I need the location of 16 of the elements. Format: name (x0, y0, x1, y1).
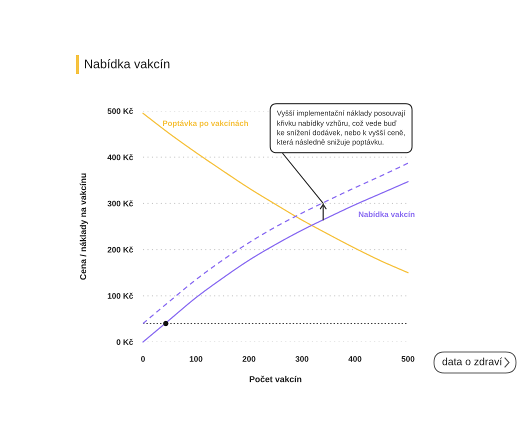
y-tick-label: 100 Kč (108, 292, 134, 299)
y-tick-label: 200 Kč (108, 246, 134, 253)
text: data o zdraví (442, 358, 502, 366)
x-tick-label: 400 (348, 356, 362, 362)
x-tick-label: 0 (141, 356, 145, 362)
x-axis-title: Počet vakcín (250, 376, 302, 382)
chart-title: Nabídka vakcín (85, 59, 170, 68)
y-tick-label: 0 Kč (116, 338, 134, 345)
x-tick-label: 500 (402, 356, 414, 362)
y-tick-label: 500 Kč (108, 108, 134, 114)
y-axis-title: Cena / náklady na vakcínu (80, 173, 88, 280)
x-tick-label: 300 (295, 356, 308, 362)
y-tick-label: 400 Kč (107, 154, 134, 160)
x-tick-label: 100 (190, 356, 202, 362)
y-tick-label: 300 Kč (107, 200, 134, 206)
x-tick-label: 200 (242, 356, 256, 362)
